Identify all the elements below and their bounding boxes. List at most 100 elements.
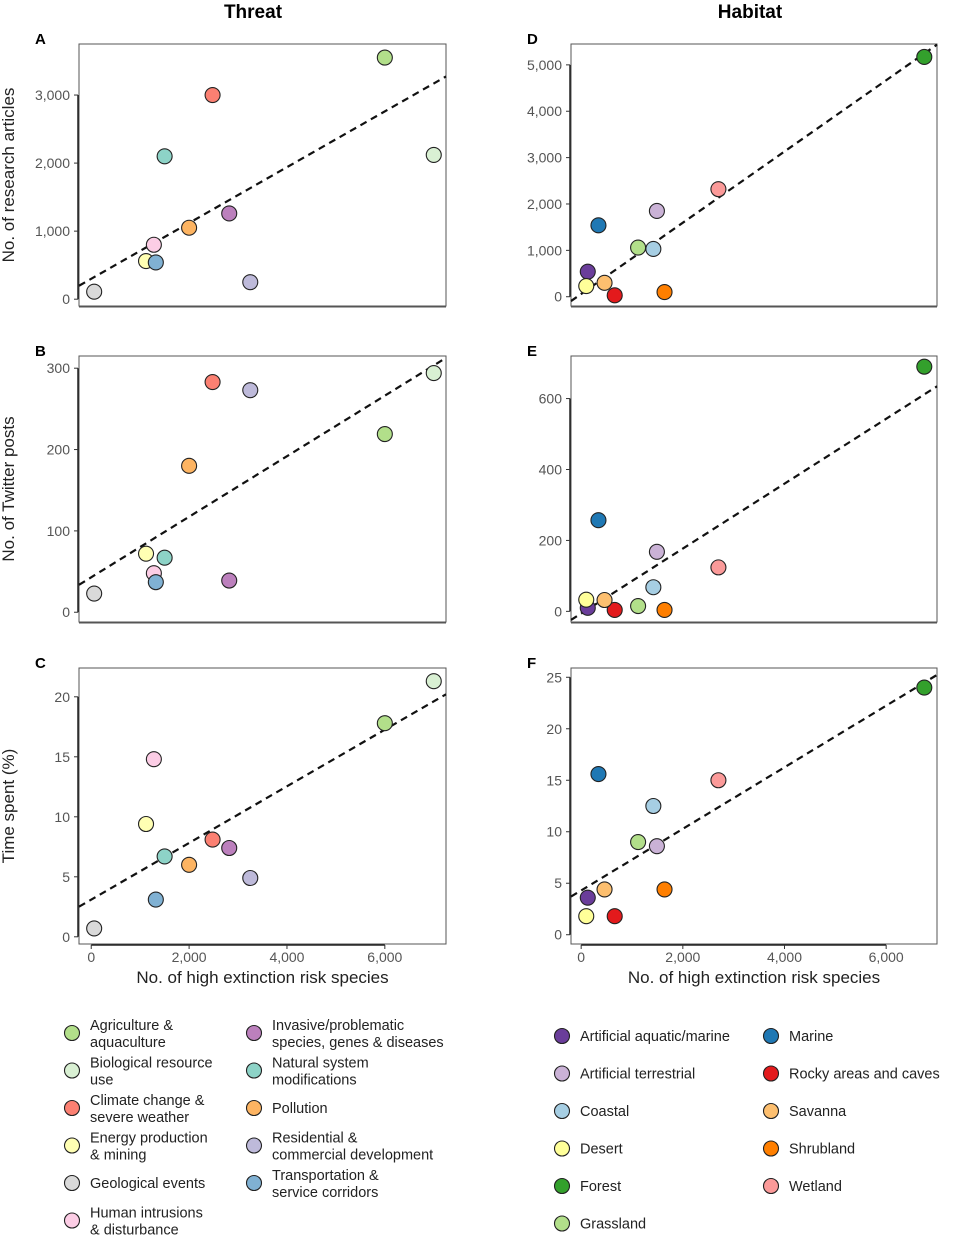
panel-letter: A — [35, 31, 46, 48]
panel-d: D 0 1,000 2,000 3,000 4,000 5,000 — [527, 31, 938, 308]
legend-label: Coastal — [580, 1104, 629, 1120]
plot-area — [570, 355, 938, 623]
legend-swatch — [245, 1062, 263, 1079]
point-shrubland — [656, 284, 673, 301]
point-human-intrusions-disturbance — [145, 751, 162, 768]
y-tick-label: 10 — [54, 809, 70, 825]
legend-item-climate-change-severe-weather: Climate change &severe weather — [63, 1093, 205, 1126]
point-grassland — [630, 833, 647, 851]
trend-line — [570, 385, 938, 621]
point-marine — [590, 512, 607, 529]
y-tick-label: 1,000 — [527, 242, 562, 258]
point-savanna — [596, 274, 613, 291]
point-invasive-problematic-species-genes-diseases — [221, 572, 238, 589]
point-desert — [578, 591, 595, 608]
y-tick-label: 15 — [546, 772, 562, 788]
legend-habitat: Artificial aquatic/marine Artificial terr… — [553, 1027, 940, 1233]
legend-item-grassland: Grassland — [553, 1215, 646, 1233]
column-title-threat: Threat — [224, 2, 283, 23]
panel-e: E 0 200 400 600 — [527, 343, 938, 624]
legend-label: & mining — [90, 1148, 146, 1164]
legend-label: Grassland — [580, 1217, 646, 1233]
y-tick-label: 200 — [539, 532, 563, 548]
point-forest — [916, 358, 933, 375]
legend-swatch — [63, 1024, 81, 1042]
legend-swatch — [245, 1174, 263, 1192]
point-invasive-problematic-species-genes-diseases — [221, 205, 238, 222]
point-coastal — [645, 579, 662, 596]
y-tick-label: 10 — [546, 824, 562, 840]
y-tick-label: 2,000 — [527, 196, 562, 212]
legend-label: Agriculture & — [90, 1018, 173, 1034]
point-desert — [578, 908, 595, 925]
legend-swatch — [63, 1174, 81, 1192]
y-tick-label: 25 — [546, 669, 562, 685]
legend-item-geological-events: Geological events — [63, 1174, 205, 1192]
x-tick-label: 6,000 — [869, 949, 904, 965]
plot-area — [78, 667, 447, 945]
point-transportation-service-corridors — [147, 574, 164, 591]
legend-label: service corridors — [272, 1185, 378, 1201]
y-axis-title: No. of Twitter posts — [0, 416, 18, 561]
point-biological-resource-use — [425, 673, 442, 690]
column-title-habitat: Habitat — [718, 2, 783, 23]
legend-item-human-intrusions-disturbance: Human intrusions& disturbance — [63, 1206, 203, 1239]
panel-letter: E — [527, 343, 537, 360]
legend-item-residential-commercial-development: Residential &commercial development — [245, 1131, 433, 1164]
point-artificial-terrestrial — [648, 202, 665, 219]
legend-label: Artificial terrestrial — [580, 1067, 695, 1083]
point-human-intrusions-disturbance — [145, 236, 162, 253]
legend-label: Pollution — [272, 1101, 328, 1117]
point-climate-change-severe-weather — [204, 86, 221, 104]
legend-swatch — [553, 1140, 571, 1157]
point-wetland — [710, 181, 727, 198]
legend-label: Shrubland — [789, 1142, 855, 1158]
legend-threat: Agriculture &aquaculture Biological resou… — [63, 1018, 444, 1239]
point-grassland — [630, 597, 647, 615]
point-marine — [590, 217, 607, 234]
legend-label: severe weather — [90, 1110, 189, 1126]
x-axis-title: No. of high extinction risk species — [628, 968, 880, 987]
point-invasive-problematic-species-genes-diseases — [221, 839, 238, 857]
point-shrubland — [656, 881, 673, 898]
y-tick-label: 600 — [539, 391, 563, 407]
legend-item-energy-production-mining: Energy production& mining — [63, 1131, 208, 1164]
y-axis-title: Time spent (%) — [0, 749, 18, 864]
legend-label: Natural system — [272, 1056, 369, 1072]
point-energy-production-mining — [137, 545, 155, 562]
trend-line — [570, 43, 938, 302]
legend-item-pollution: Pollution — [245, 1099, 328, 1117]
point-natural-system-modifications — [156, 148, 173, 165]
x-axis-title: No. of high extinction risk species — [136, 968, 388, 987]
legend-item-forest: Forest — [553, 1177, 621, 1195]
point-natural-system-modifications — [156, 549, 173, 566]
legend-label: Biological resource — [90, 1056, 213, 1072]
y-tick-label: 20 — [54, 689, 70, 705]
legend-item-artificial-aquatic-marine: Artificial aquatic/marine — [553, 1027, 730, 1045]
legend-swatch — [245, 1099, 263, 1117]
plot-area — [78, 355, 447, 623]
point-forest — [916, 679, 933, 696]
y-tick-label: 3,000 — [35, 87, 70, 103]
x-tick-label: 6,000 — [367, 949, 402, 965]
legend-label: Invasive/problematic — [272, 1018, 404, 1034]
legend-label: species, genes & diseases — [272, 1035, 444, 1051]
legend-label: use — [90, 1073, 113, 1089]
panel-letter: C — [35, 655, 46, 672]
point-geological-events — [86, 920, 103, 937]
x-tick-label: 2,000 — [665, 949, 700, 965]
y-tick-label: 3,000 — [527, 150, 562, 166]
point-artificial-terrestrial — [648, 543, 665, 560]
legend-swatch — [553, 1177, 571, 1195]
legend-item-agriculture-aquaculture: Agriculture &aquaculture — [63, 1018, 173, 1051]
point-geological-events — [86, 283, 103, 300]
point-desert — [578, 278, 595, 295]
legend-swatch — [553, 1215, 571, 1232]
legend-label: Wetland — [789, 1179, 842, 1195]
legend-label: Climate change & — [90, 1093, 205, 1109]
point-residential-commercial-development — [242, 869, 259, 887]
legend-label: Residential & — [272, 1131, 358, 1147]
point-grassland — [630, 239, 647, 256]
